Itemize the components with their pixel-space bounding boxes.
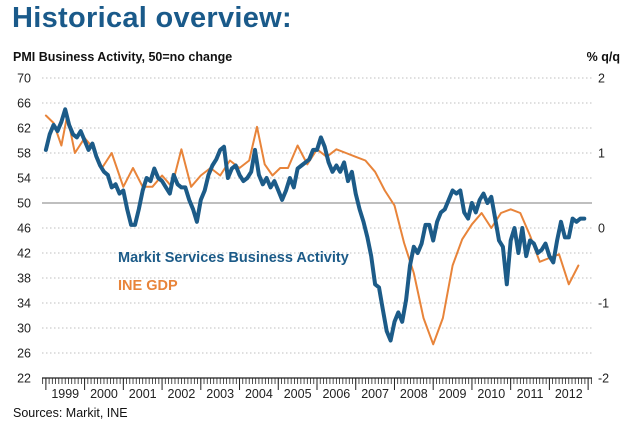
right-tick--2: -2 xyxy=(598,372,609,386)
right-tick-0: 0 xyxy=(598,222,605,236)
legend-pmi-label: Markit Services Business Activity xyxy=(118,250,349,266)
left-tick-42: 42 xyxy=(17,247,31,261)
left-tick-70: 70 xyxy=(17,72,31,86)
x-tick-2010: 2010 xyxy=(477,387,505,401)
x-tick-2008: 2008 xyxy=(400,387,428,401)
right-axis-label: % q/q xyxy=(586,50,620,64)
right-tick--1: -1 xyxy=(598,297,609,311)
legend-gdp-label: INE GDP xyxy=(118,278,178,294)
x-tick-2012: 2012 xyxy=(555,387,583,401)
axes xyxy=(42,377,592,390)
x-tick-1999: 1999 xyxy=(51,387,79,401)
left-tick-46: 46 xyxy=(17,222,31,236)
left-tick-62: 62 xyxy=(17,122,31,136)
left-tick-30: 30 xyxy=(17,322,31,336)
left-axis-label: PMI Business Activity, 50=no change xyxy=(13,50,233,64)
x-tick-labels: 1999 2000 2001 2002 2003 2004 2005 2006 2007 2008… xyxy=(51,387,582,401)
x-tick-2000: 2000 xyxy=(90,387,118,401)
x-tick-2003: 2003 xyxy=(206,387,234,401)
x-tick-2009: 2009 xyxy=(439,387,467,401)
source-note: Sources: Markit, INE xyxy=(13,406,128,420)
right-tick-labels: -2 -1 0 1 2 xyxy=(598,72,609,386)
x-tick-2006: 2006 xyxy=(322,387,350,401)
left-tick-38: 38 xyxy=(17,272,31,286)
series-line-pmi xyxy=(43,107,587,343)
series-line-gdp xyxy=(44,114,580,346)
left-tick-66: 66 xyxy=(17,97,31,111)
left-tick-58: 58 xyxy=(17,147,31,161)
x-tick-2007: 2007 xyxy=(361,387,389,401)
x-tick-2002: 2002 xyxy=(168,387,196,401)
series-lines xyxy=(43,107,587,346)
left-tick-54: 54 xyxy=(17,172,31,186)
right-tick-2: 2 xyxy=(598,72,605,86)
left-tick-34: 34 xyxy=(17,297,31,311)
x-tick-2004: 2004 xyxy=(245,387,273,401)
left-tick-labels: 22 26 30 34 38 42 46 50 54 58 62 66 70 xyxy=(17,72,31,386)
page-title: Historical overview: xyxy=(12,2,292,34)
left-tick-50: 50 xyxy=(17,197,31,211)
x-tick-2001: 2001 xyxy=(129,387,157,401)
left-tick-26: 26 xyxy=(17,347,31,361)
right-tick-1: 1 xyxy=(598,147,605,161)
x-tick-2011: 2011 xyxy=(517,387,544,401)
gridlines xyxy=(42,77,592,379)
x-tick-2005: 2005 xyxy=(284,387,312,401)
left-tick-22: 22 xyxy=(17,372,31,386)
